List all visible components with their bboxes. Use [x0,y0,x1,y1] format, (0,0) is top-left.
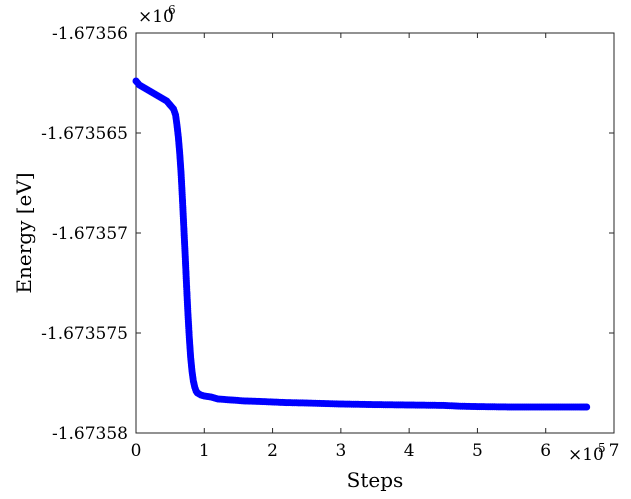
y-multiplier: ×10 6 [138,3,176,27]
y-multiplier-base: ×10 [138,7,174,27]
plot-area [135,32,615,434]
x-multiplier-base: ×10 [568,445,604,465]
y-tick-label: -1.67357 [52,224,128,244]
x-tick-label: 5 [472,441,483,461]
x-tick-label: 2 [267,441,278,461]
y-axis-ticks: -1.67356 -1.673565 -1.67357 -1.673575 -1.673… [41,24,614,444]
x-tick-label: 6 [540,441,551,461]
x-multiplier-exp: 5 [598,441,606,455]
data-point [583,403,591,411]
x-tick-label: 4 [404,441,415,461]
x-axis-ticks: 0 1 2 3 4 5 6 7 [131,33,620,461]
y-axis-label: Energy [eV] [12,172,36,293]
x-multiplier: ×10 5 [568,441,606,465]
y-tick-label: -1.673575 [41,324,128,344]
x-tick-label: 7 [609,441,620,461]
x-tick-label: 0 [131,441,142,461]
x-tick-label: 3 [335,441,346,461]
x-axis-label: Steps [347,468,404,492]
data-points [132,77,591,411]
y-tick-label: -1.67356 [52,24,128,44]
y-tick-label: -1.673565 [41,124,128,144]
y-multiplier-exp: 6 [168,3,176,17]
y-tick-label: -1.67358 [52,424,128,444]
x-tick-label: 1 [199,441,210,461]
